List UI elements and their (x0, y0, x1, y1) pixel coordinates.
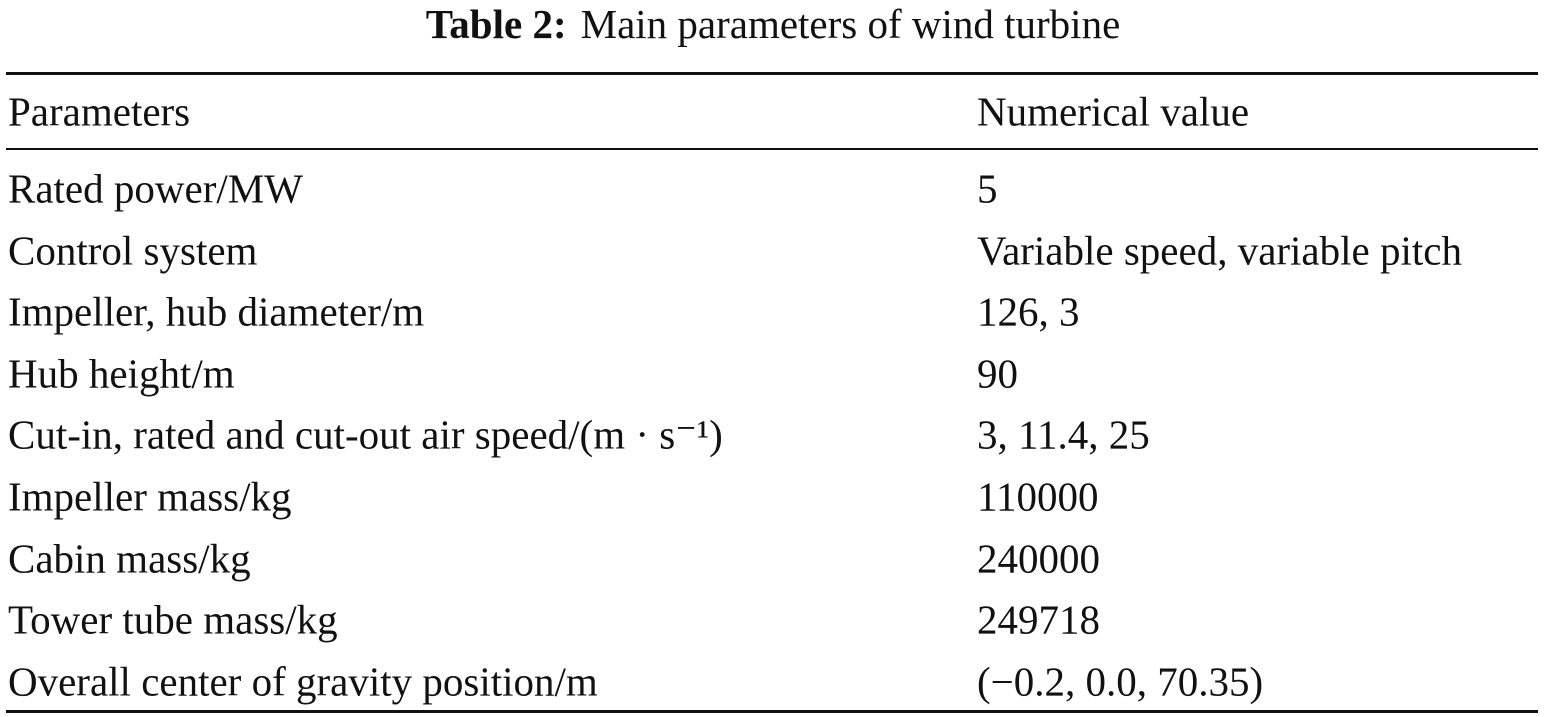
caption-text: Main parameters of wind turbine (580, 1, 1121, 47)
header-cell: Parameters (8, 88, 191, 135)
parameter-cell: Rated power/MW (8, 165, 303, 212)
value-cell: 90 (977, 350, 1018, 397)
parameter-cell: Impeller mass/kg (8, 473, 292, 520)
caption-label: Table 2: (425, 1, 567, 47)
parameter-cell: Impeller, hub diameter/m (8, 288, 425, 335)
bottom-rule (6, 710, 1538, 713)
mid-rule (6, 148, 1538, 150)
value-cell: 249718 (977, 596, 1100, 643)
value-cell: (−0.2, 0.0, 70.35) (977, 658, 1264, 705)
value-cell: 5 (977, 165, 998, 212)
value-cell: 3, 11.4, 25 (977, 411, 1150, 458)
value-cell: 240000 (977, 535, 1100, 582)
parameter-cell: Cut-in, rated and cut-out air speed/(m ·… (8, 411, 723, 458)
header-cell: Numerical value (977, 88, 1250, 135)
parameter-cell: Cabin mass/kg (8, 535, 251, 582)
parameter-cell: Control system (8, 227, 258, 274)
value-cell: 126, 3 (977, 288, 1080, 335)
top-rule (6, 72, 1538, 75)
parameter-cell: Hub height/m (8, 350, 235, 397)
value-cell: 110000 (977, 473, 1099, 520)
parameter-cell: Overall center of gravity position/m (8, 658, 598, 705)
value-cell: Variable speed, variable pitch (977, 227, 1462, 274)
parameter-cell: Tower tube mass/kg (8, 596, 338, 643)
table-caption: Table 2: Main parameters of wind turbine (0, 1, 1546, 47)
